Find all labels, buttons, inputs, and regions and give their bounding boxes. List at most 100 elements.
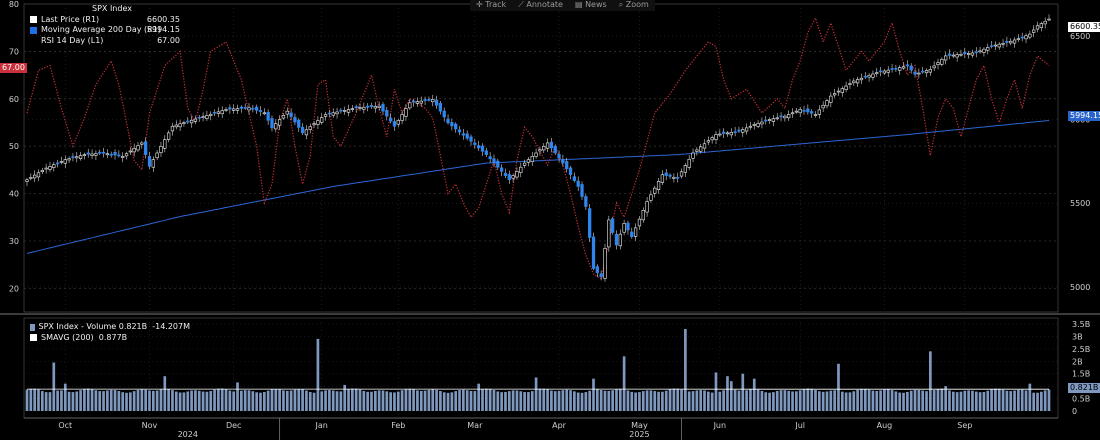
ma200-line (26, 120, 1050, 254)
price-candle-217 (855, 79, 860, 84)
volume-bar-117 (473, 391, 477, 411)
smavg-name: SMAVG (200) (41, 332, 94, 342)
price-candle-259 (1016, 38, 1021, 41)
price-candle-178 (706, 140, 710, 143)
annotate-button[interactable]: ⟋ Annotate (518, 0, 563, 9)
price-candle-176 (699, 146, 703, 152)
price-candle-40 (178, 123, 182, 128)
price-candle-252 (989, 45, 994, 47)
price-candle-266 (1043, 20, 1047, 25)
price-candle-144 (576, 180, 580, 187)
price-candle-19 (98, 151, 102, 154)
price-candle-235 (924, 70, 929, 74)
price-candle-37 (166, 132, 171, 140)
volume-bar-218 (860, 388, 863, 411)
volume-bar-195 (772, 392, 775, 411)
price-candle-245 (963, 51, 967, 55)
price-candle-143 (572, 176, 577, 181)
volume-bar-157 (626, 390, 630, 411)
price-candle-18 (94, 153, 98, 156)
price-candle-81 (335, 111, 339, 115)
volume-bar-78 (324, 390, 327, 411)
volume-bar-77 (320, 391, 324, 411)
volume-bar-22 (109, 389, 113, 411)
price-candle-53 (228, 107, 232, 110)
volume-bar-8 (56, 390, 59, 411)
price-candle-82 (339, 109, 343, 112)
volume-bar-178 (706, 391, 710, 411)
volume-bar-254 (997, 388, 1001, 411)
price-candle-191 (756, 122, 760, 127)
year-label-2024: 2024 (178, 430, 198, 439)
volume-bar-29 (136, 389, 140, 411)
news-button[interactable]: ▤ News (574, 0, 607, 9)
price-candle-251 (986, 47, 990, 51)
volume-bar-155 (618, 388, 622, 411)
smavg-swatch (30, 334, 37, 342)
price-candle-214 (844, 85, 848, 91)
price-candle-243 (955, 54, 959, 58)
track-button[interactable]: ✛ Track (476, 0, 507, 9)
volume-bar-107 (435, 389, 438, 411)
volume-bar-236 (929, 351, 932, 411)
volume-bar-220 (867, 389, 871, 411)
volume-bar-69 (289, 390, 293, 411)
volume-bar-36 (163, 376, 167, 411)
price-candle-28 (132, 147, 136, 153)
price-candle-177 (702, 143, 707, 149)
price-candle-66 (277, 119, 282, 126)
volume-bar-91 (373, 390, 377, 411)
price-candle-226 (890, 68, 894, 70)
volume-bar-72 (301, 389, 304, 411)
volume-bar-238 (936, 388, 940, 411)
price-candle-246 (966, 53, 971, 55)
last-price-name: Last Price (41, 14, 80, 24)
volume-bar-260 (1020, 389, 1024, 411)
price-candle-197 (779, 115, 783, 118)
volume-bar-56 (240, 390, 243, 411)
zoom-button[interactable]: ⌕ Zoom (618, 0, 649, 9)
price-candle-102 (415, 101, 420, 104)
volume-bar-110 (446, 392, 450, 411)
price-candle-219 (863, 75, 867, 78)
price-candle-29 (136, 145, 140, 151)
price-candle-70 (293, 117, 297, 123)
price-candle-80 (331, 112, 335, 116)
price-candle-115 (465, 133, 469, 139)
price-candle-141 (565, 161, 569, 170)
price-candle-32 (147, 156, 152, 167)
price-candle-35 (159, 145, 163, 153)
volume-bar-190 (752, 378, 756, 411)
volume-bar-32 (148, 390, 151, 411)
price-candle-134 (538, 149, 542, 152)
volume-bar-228 (898, 392, 902, 411)
volume-bar-246 (967, 390, 970, 411)
price-candle-138 (553, 145, 557, 154)
volume-bar-23 (113, 390, 117, 411)
price-candle-213 (840, 88, 844, 93)
smavg-value: 0.877B (98, 332, 128, 342)
price-candle-109 (442, 110, 446, 118)
price-candle-253 (993, 44, 998, 47)
volume-bar-151 (603, 390, 607, 411)
volume-legend: SPX Index - Volume 0.821B -14.207M SMAVG… (30, 322, 190, 343)
price-candle-186 (737, 129, 741, 132)
price-candle-247 (970, 52, 975, 56)
volume-bar-5 (44, 392, 48, 411)
volume-bar-171 (680, 389, 683, 411)
price-candle-199 (787, 114, 791, 119)
price-candle-3 (36, 172, 41, 178)
volume-bar-213 (840, 391, 844, 411)
volume-bar-71 (297, 389, 301, 411)
volume-bar-42 (186, 391, 190, 411)
price-candle-212 (836, 90, 841, 93)
price-candle-51 (220, 110, 224, 115)
volume-bar-136 (546, 389, 549, 411)
month-label-sep: Sep (957, 421, 972, 430)
volume-bar-267 (1047, 389, 1051, 411)
last-price-tag: 6600.35 (1068, 22, 1100, 32)
price-candle-189 (748, 125, 753, 128)
volume-bar-14 (79, 390, 82, 411)
volume-bar-51 (220, 388, 224, 411)
price-candle-133 (534, 152, 538, 157)
